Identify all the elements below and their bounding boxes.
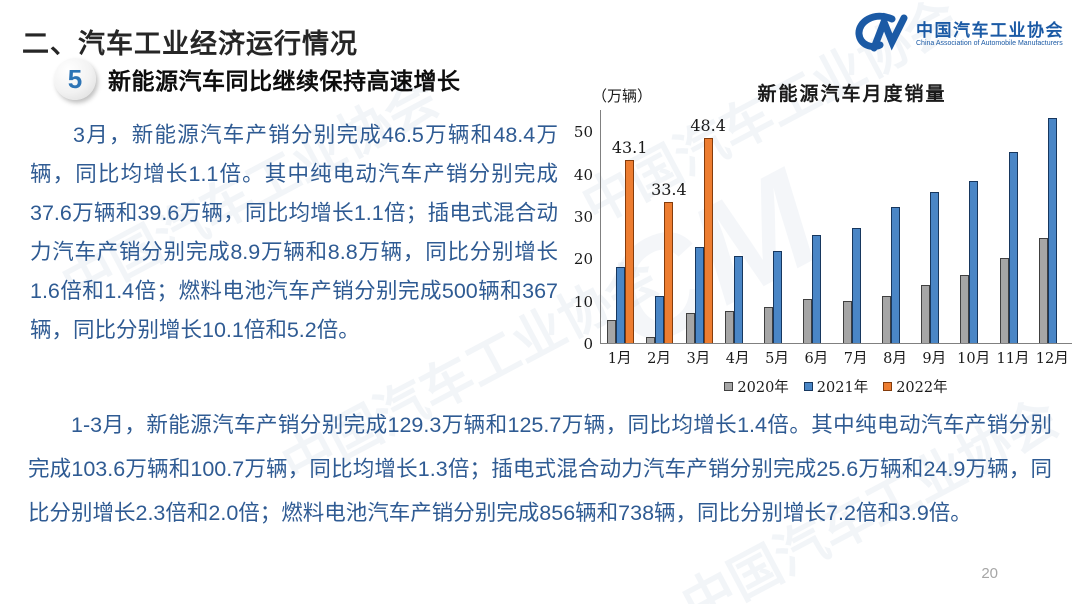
bar-2021年-1月 <box>616 267 626 343</box>
legend-swatch <box>803 382 813 391</box>
bar-2020年-8月 <box>881 296 891 343</box>
caam-logo-names: 中国汽车工业协会 China Association of Automobile… <box>916 21 1064 49</box>
point-row: 5 新能源汽车同比继续保持高速增长 <box>54 58 461 100</box>
bar-group-5月 <box>758 110 797 343</box>
x-tick-label: 8月 <box>883 351 907 367</box>
x-axis-labels: 1月 2月 3月 4月 5月 6月 7月 8月 9月 10月 11月 12月 <box>600 347 1072 368</box>
bar-2020年-11月 <box>999 258 1009 343</box>
x-tick-label: 3月 <box>686 351 711 367</box>
x-tick-label: 10月 <box>957 351 991 367</box>
chart-title: 新能源汽车月度销量 <box>757 83 947 105</box>
y-tick-label: 40 <box>573 165 593 184</box>
y-tick-label: 10 <box>573 292 593 311</box>
x-tick-label: 9月 <box>922 351 947 367</box>
chart-plot: 43.1 33.4 48.4 <box>600 110 1072 344</box>
x-tick-label: 5月 <box>765 351 789 367</box>
bar-2020年-6月 <box>803 298 813 343</box>
x-tick-label: 6月 <box>804 351 829 367</box>
bar-group-11月 <box>994 110 1033 343</box>
chart-header: （万辆） 新能源汽车月度销量 <box>568 76 1072 106</box>
bar-2021年-3月 <box>694 247 704 343</box>
caam-logo-name-en: China Association of Automobile Manufact… <box>916 40 1063 48</box>
y-tick-label: 20 <box>573 250 593 269</box>
legend-swatch <box>883 382 893 391</box>
bar-2021年-5月 <box>773 251 783 343</box>
bar-group-3月: 48.4 <box>680 110 726 343</box>
bar-2020年-1月 <box>607 319 617 343</box>
bar-2022年-1月: 43.1 <box>612 138 647 343</box>
bar-2021年-10月 <box>969 180 979 343</box>
bar-2021年-6月 <box>812 234 822 343</box>
y-tick-label: 0 <box>583 335 593 353</box>
legend-label: 2020年 <box>737 380 789 396</box>
caam-logo-name-cn: 中国汽车工业协会 <box>916 20 1064 40</box>
bar-2022年-2月: 33.4 <box>651 180 687 343</box>
bar-group-8月 <box>876 110 915 343</box>
bar-2021年-4月 <box>733 255 743 343</box>
bar-2021年-9月 <box>930 191 940 343</box>
bar-2022年-3月: 48.4 <box>690 116 726 343</box>
bar-2021年-2月 <box>655 296 665 343</box>
legend-label: 2022年 <box>896 380 948 396</box>
bar-2021年-8月 <box>890 207 900 343</box>
section-title: 二、汽车工业经济运行情况 <box>22 29 358 59</box>
bar-2021年-12月 <box>1047 118 1057 343</box>
bar-group-2月: 33.4 <box>640 110 687 343</box>
caam-logo: 中国汽车工业协会 China Association of Automobile… <box>852 10 1064 59</box>
bar-groups: 43.1 33.4 48.4 <box>601 110 1072 343</box>
x-tick-label: 1月 <box>607 351 632 367</box>
bar-data-label: 43.1 <box>611 138 648 158</box>
caam-logo-icon <box>852 10 910 59</box>
bar-group-9月 <box>915 110 954 343</box>
bar-2021年-7月 <box>851 228 861 343</box>
point-heading: 新能源汽车同比继续保持高速增长 <box>108 68 461 94</box>
bar-2020年-3月 <box>685 313 695 343</box>
chart-legend: 2020年 2021年 2022年 <box>600 376 1072 397</box>
page-number: 20 <box>981 565 998 582</box>
bar-2020年-7月 <box>842 300 852 343</box>
bar-group-10月 <box>954 110 993 343</box>
bar-2020年-2月 <box>646 336 656 343</box>
x-tick-label: 2月 <box>647 351 671 367</box>
chart-body: 0 10 20 30 40 50 43.1 33.4 48.4 <box>568 110 1072 353</box>
legend-item-2022年: 2022年 <box>883 376 948 397</box>
paragraph-q1: 1-3月，新能源汽车产销分别完成129.3万辆和125.7万辆，同比均增长1.4… <box>28 413 1052 525</box>
point-number-badge: 5 <box>54 58 96 100</box>
x-tick-label: 12月 <box>1035 351 1069 367</box>
chart-unit-label: （万辆） <box>592 87 653 105</box>
bar-group-4月 <box>719 110 758 343</box>
bar-2020年-10月 <box>960 275 970 343</box>
bar-data-label: 33.4 <box>651 179 687 199</box>
bar-group-1月: 43.1 <box>601 110 647 343</box>
nev-monthly-sales-chart: （万辆） 新能源汽车月度销量 0 10 20 30 40 50 43.1 33.4 48.4 … <box>568 76 1072 397</box>
y-tick-label: 30 <box>573 207 593 226</box>
bar-2020年-9月 <box>921 284 931 343</box>
bar-2020年-12月 <box>1038 237 1048 343</box>
paragraph-march: 3月，新能源汽车产销分别完成46.5万辆和48.4万辆，同比均增长1.1倍。其中… <box>30 123 558 342</box>
x-tick-label: 7月 <box>843 351 868 367</box>
bar-group-12月 <box>1033 110 1072 343</box>
legend-item-2021年: 2021年 <box>803 376 869 397</box>
bar-group-7月 <box>837 110 876 343</box>
y-axis-labels: 0 10 20 30 40 50 <box>568 110 600 353</box>
legend-label: 2021年 <box>816 380 869 396</box>
legend-item-2020年: 2020年 <box>724 376 789 397</box>
bar-2020年-4月 <box>724 311 734 343</box>
legend-swatch <box>724 382 734 391</box>
bar-2020年-5月 <box>764 307 774 343</box>
y-tick-label: 50 <box>573 123 593 142</box>
x-tick-label: 4月 <box>725 351 750 367</box>
bar-2021年-11月 <box>1008 152 1018 343</box>
bar-data-label: 48.4 <box>690 115 726 135</box>
bar-group-6月 <box>797 110 836 343</box>
x-tick-label: 11月 <box>996 351 1030 367</box>
